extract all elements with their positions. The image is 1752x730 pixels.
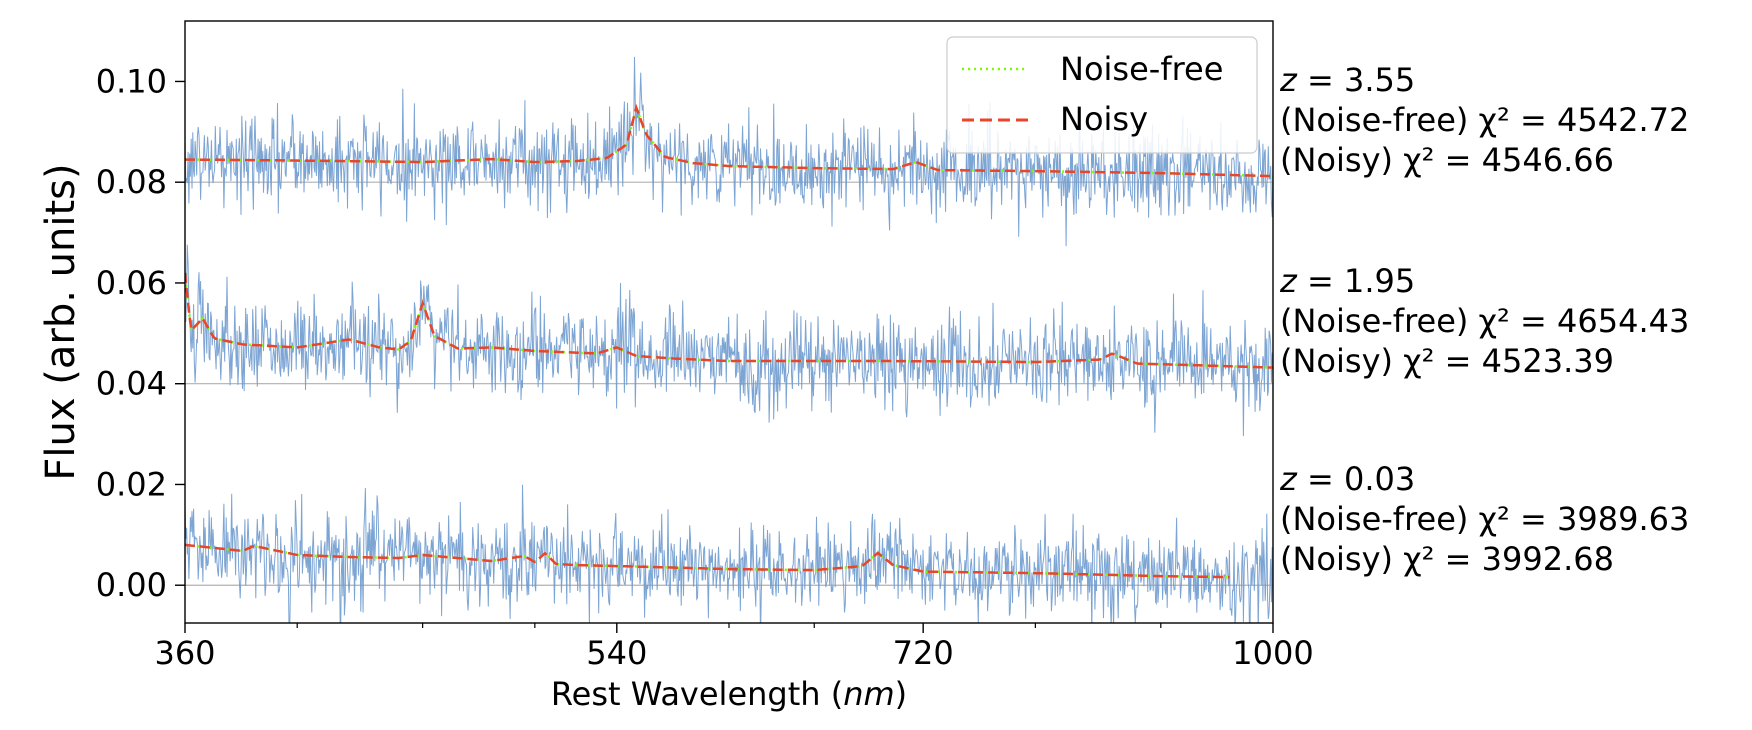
x-axis-label: Rest Wavelength (nm): [551, 675, 907, 713]
spectrum-annotations: z = 3.55(Noise-free) χ² = 4542.72(Noisy)…: [1279, 61, 1689, 578]
redshift-symbol-0: z: [1279, 61, 1298, 99]
y-tick-label-1: 0.02: [96, 465, 167, 503]
redshift-value-0: = 3.55: [1297, 61, 1415, 99]
fit-lines: [185, 103, 1273, 579]
redshift-label-1: z = 1.95: [1279, 262, 1415, 300]
noise-free-fit-1: [185, 272, 1273, 369]
x-axis: 360 540 720 1000: [154, 623, 1314, 672]
redshift-symbol-2: z: [1279, 460, 1298, 498]
noisy-chi2-0: (Noisy) χ² = 4546.66: [1280, 141, 1614, 179]
x-axis-label-prefix: Rest Wavelength (: [551, 675, 843, 713]
legend-noisy-label: Noisy: [1060, 100, 1148, 138]
noisy-fit-0: [185, 103, 1273, 178]
redshift-value-1: = 1.95: [1297, 262, 1415, 300]
redshift-label-2: z = 0.03: [1279, 460, 1415, 498]
noisy-fit-1: [185, 272, 1273, 369]
y-axis: 0.00 0.02 0.04 0.06 0.08 0.10: [96, 62, 185, 604]
observed-spectrum-2: [185, 484, 1273, 623]
legend-box: [946, 36, 1258, 154]
y-tick-label-4: 0.08: [96, 163, 167, 201]
y-tick-label-0: 0.00: [96, 566, 167, 604]
noisy-chi2-1: (Noisy) χ² = 4523.39: [1280, 342, 1614, 380]
redshift-label-0: z = 3.55: [1279, 61, 1415, 99]
y-tick-label-2: 0.04: [96, 365, 167, 403]
observed-spectrum-1: [185, 244, 1273, 437]
y-axis-label: Flux (arb. units): [38, 163, 84, 480]
noisy-chi2-2: (Noisy) χ² = 3992.68: [1280, 540, 1614, 578]
noise-free-chi2-2: (Noise-free) χ² = 3989.63: [1280, 500, 1689, 538]
x-tick-label-360: 360: [154, 634, 215, 672]
redshift-value-2: = 0.03: [1297, 460, 1415, 498]
x-axis-label-unit: nm: [843, 675, 894, 713]
x-tick-label-720: 720: [893, 634, 954, 672]
noise-free-chi2-0: (Noise-free) χ² = 4542.72: [1280, 101, 1689, 139]
x-tick-label-540: 540: [586, 634, 647, 672]
y-tick-label-3: 0.06: [96, 264, 167, 302]
legend: Noise-free Noisy: [946, 36, 1258, 154]
x-axis-label-suffix: ): [895, 675, 907, 713]
legend-noise-free-label: Noise-free: [1060, 50, 1223, 88]
y-tick-label-5: 0.10: [96, 62, 167, 100]
noise-free-chi2-1: (Noise-free) χ² = 4654.43: [1280, 302, 1689, 340]
redshift-symbol-1: z: [1279, 262, 1298, 300]
baselines: [185, 181, 1273, 586]
x-tick-label-1000: 1000: [1232, 634, 1313, 672]
noisy-fit-2: [185, 543, 1230, 579]
